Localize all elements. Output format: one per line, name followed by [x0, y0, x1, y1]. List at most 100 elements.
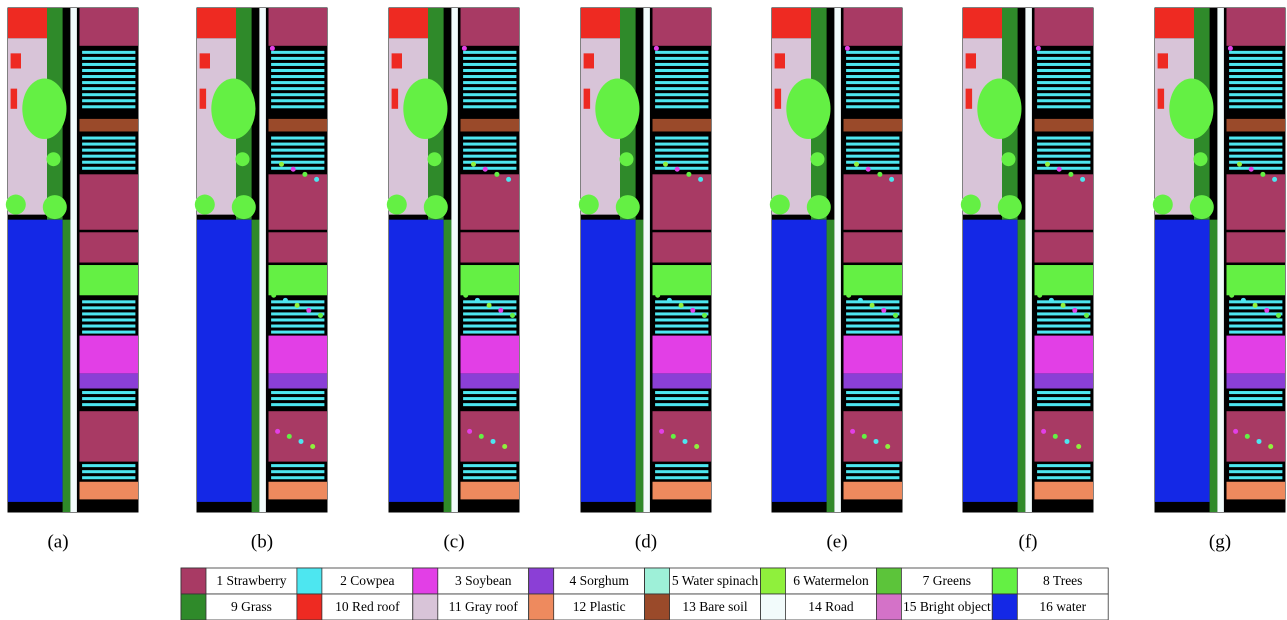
map-region	[653, 119, 712, 132]
map-region	[1037, 325, 1090, 328]
map-region	[82, 318, 135, 321]
map-region	[82, 143, 135, 146]
legend-swatch	[645, 568, 670, 594]
panel-label: (f)	[1019, 531, 1038, 552]
map-noise	[659, 429, 664, 434]
legend-label: 6 Watermelon	[793, 573, 869, 588]
map-region	[269, 411, 328, 461]
map-region	[1229, 470, 1282, 473]
panel-label: (g)	[1209, 531, 1231, 552]
map-noise	[506, 177, 511, 182]
map-region	[70, 8, 77, 512]
map-region	[271, 161, 324, 164]
map-region	[424, 195, 448, 219]
legend-label: 4 Sorghum	[569, 573, 629, 588]
map-region	[1037, 331, 1090, 334]
map-region	[655, 403, 708, 406]
map-region	[846, 403, 899, 406]
map-noise	[1257, 439, 1262, 444]
map-region	[82, 57, 135, 60]
map-region	[775, 89, 782, 109]
map-region	[1037, 137, 1090, 140]
map-region	[271, 69, 324, 72]
map-region	[461, 119, 520, 132]
map-region	[1035, 174, 1094, 229]
map-region	[1155, 8, 1194, 38]
map-noise	[306, 308, 311, 313]
legend-label: 14 Road	[808, 599, 854, 614]
map-region	[463, 391, 516, 394]
map-noise	[1241, 298, 1246, 303]
map-region	[844, 119, 903, 132]
map-region	[63, 220, 71, 512]
map-region	[1229, 312, 1282, 315]
map-region	[653, 232, 712, 262]
map-region	[846, 87, 899, 90]
legend-label: 3 Soybean	[455, 573, 512, 588]
map-region	[655, 312, 708, 315]
map-noise	[498, 308, 503, 313]
map-region	[1229, 403, 1282, 406]
map-noise	[683, 439, 688, 444]
map-noise	[686, 172, 691, 177]
map-region	[82, 87, 135, 90]
map-region	[211, 79, 255, 139]
map-region	[655, 51, 708, 54]
map-noise	[295, 303, 300, 308]
map-region	[1037, 470, 1090, 473]
map-region	[977, 79, 1021, 139]
map-noise	[874, 439, 879, 444]
map-region	[1037, 87, 1090, 90]
map-region	[463, 318, 516, 321]
map-region	[620, 152, 634, 166]
map-region	[1229, 167, 1282, 170]
map-region	[269, 232, 328, 262]
map-region	[655, 476, 708, 479]
map-region	[463, 470, 516, 473]
map-region	[595, 79, 639, 139]
map-noise	[1080, 177, 1085, 182]
map-noise	[870, 303, 875, 308]
map-region	[655, 137, 708, 140]
map-region	[770, 195, 790, 215]
legend-label: 11 Gray roof	[449, 599, 519, 614]
map-region	[271, 93, 324, 96]
map-region	[1229, 325, 1282, 328]
map-region	[463, 331, 516, 334]
map-region	[1018, 220, 1026, 512]
map-region	[463, 155, 516, 158]
map-region	[775, 53, 785, 68]
map-region	[80, 411, 139, 461]
map-region	[463, 57, 516, 60]
map-region	[461, 336, 520, 374]
map-region	[653, 265, 712, 295]
map-region	[271, 137, 324, 140]
map-region	[1229, 397, 1282, 400]
map-region	[846, 57, 899, 60]
map-region	[461, 411, 520, 461]
map-region	[11, 89, 18, 109]
legend-label: 8 Trees	[1043, 573, 1082, 588]
map-region	[844, 411, 903, 461]
map-noise	[1276, 313, 1281, 318]
map-region	[461, 232, 520, 262]
map-region	[963, 220, 1018, 502]
map-region	[655, 300, 708, 303]
map-noise	[467, 429, 472, 434]
legend-label: 12 Plastic	[573, 599, 626, 614]
map-region	[846, 155, 899, 158]
map-region	[389, 220, 444, 502]
map-region	[8, 220, 63, 502]
map-noise	[690, 308, 695, 313]
legend-swatch	[761, 568, 786, 594]
map-noise	[1272, 177, 1277, 182]
map-noise	[671, 434, 676, 439]
map-region	[271, 51, 324, 54]
map-region	[463, 403, 516, 406]
map-region	[271, 149, 324, 152]
legend-label: 15 Bright object	[903, 599, 991, 614]
map-noise	[1260, 172, 1265, 177]
legend-swatch	[645, 594, 670, 620]
map-noise	[279, 162, 284, 167]
map-region	[1229, 99, 1282, 102]
